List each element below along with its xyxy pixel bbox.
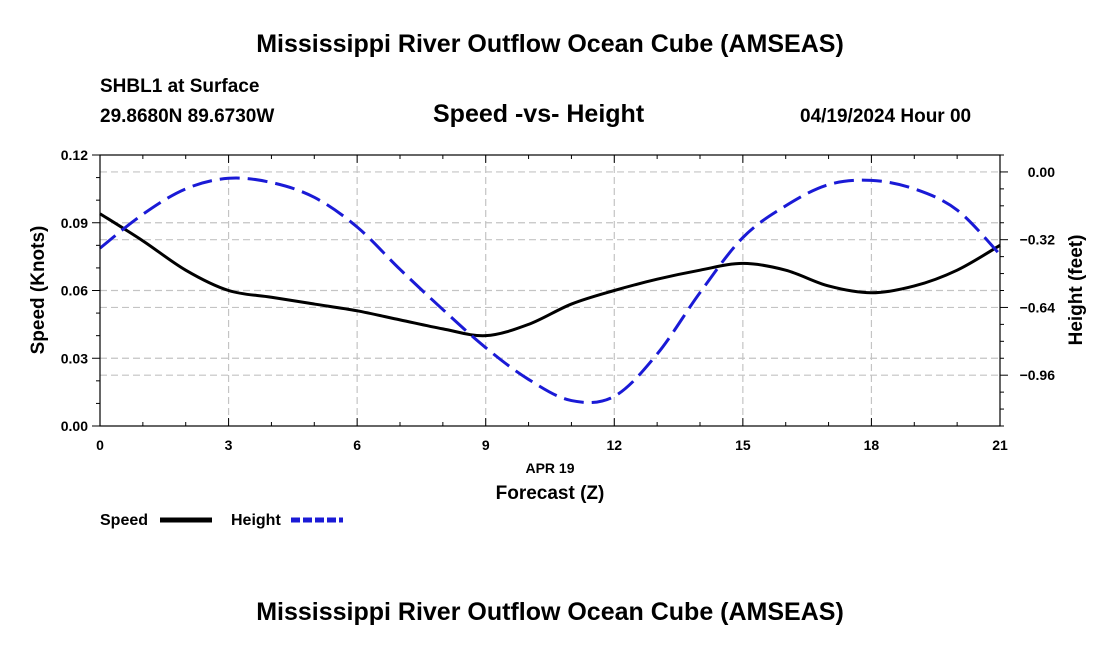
grid-layer: [100, 155, 1000, 426]
y2-tick-label: −0.32: [1020, 232, 1056, 248]
series-line-speed: [99, 212, 1001, 338]
legend-label-speed: Speed: [100, 512, 148, 529]
coordinates-label: 29.8680N 89.6730W: [100, 106, 275, 127]
y-tick-label: 0.03: [61, 350, 88, 366]
y-tick-label: 0.12: [61, 147, 88, 163]
chart-title: Mississippi River Outflow Ocean Cube (AM…: [256, 30, 844, 58]
x-tick-label: 15: [735, 437, 751, 453]
y2-axis-label: Height (feet): [1066, 235, 1087, 346]
footer-title: Mississippi River Outflow Ocean Cube (AM…: [256, 598, 844, 626]
chart-subtitle: Speed -vs- Height: [433, 100, 645, 128]
y2-tick-label: 0.00: [1028, 164, 1055, 180]
forecast-datetime: 04/19/2024 Hour 00: [800, 106, 972, 127]
y-tick-label: 0.06: [61, 283, 88, 299]
x-tick-label: 6: [353, 437, 361, 453]
station-label: SHBL1 at Surface: [100, 76, 260, 97]
chart-legend: Speed Height: [100, 512, 343, 529]
x-tick-label: 0: [96, 437, 104, 453]
x-tick-label: 9: [482, 437, 490, 453]
y2-tick-label: −0.96: [1020, 367, 1056, 383]
x-tick-label: 18: [864, 437, 880, 453]
legend-label-height: Height: [231, 512, 281, 529]
x-date-label: APR 19: [525, 460, 574, 476]
y2-tick-label: −0.64: [1020, 299, 1056, 315]
series-layer: [99, 176, 1002, 405]
y-axis-label: Speed (Knots): [28, 226, 49, 355]
y-tick-label: 0.00: [61, 418, 88, 434]
x-tick-label: 12: [606, 437, 622, 453]
ticks-layer: 0 3 6 9 12 15 18 21 0.00 0.03 0.06 0.09 0.12 0.00 −0.3…: [61, 147, 1055, 453]
x-axis-label: Forecast (Z): [496, 483, 605, 504]
series-line-height: [99, 176, 1002, 405]
x-tick-label: 21: [992, 437, 1008, 453]
x-tick-label: 3: [225, 437, 233, 453]
y-tick-label: 0.09: [61, 215, 88, 231]
